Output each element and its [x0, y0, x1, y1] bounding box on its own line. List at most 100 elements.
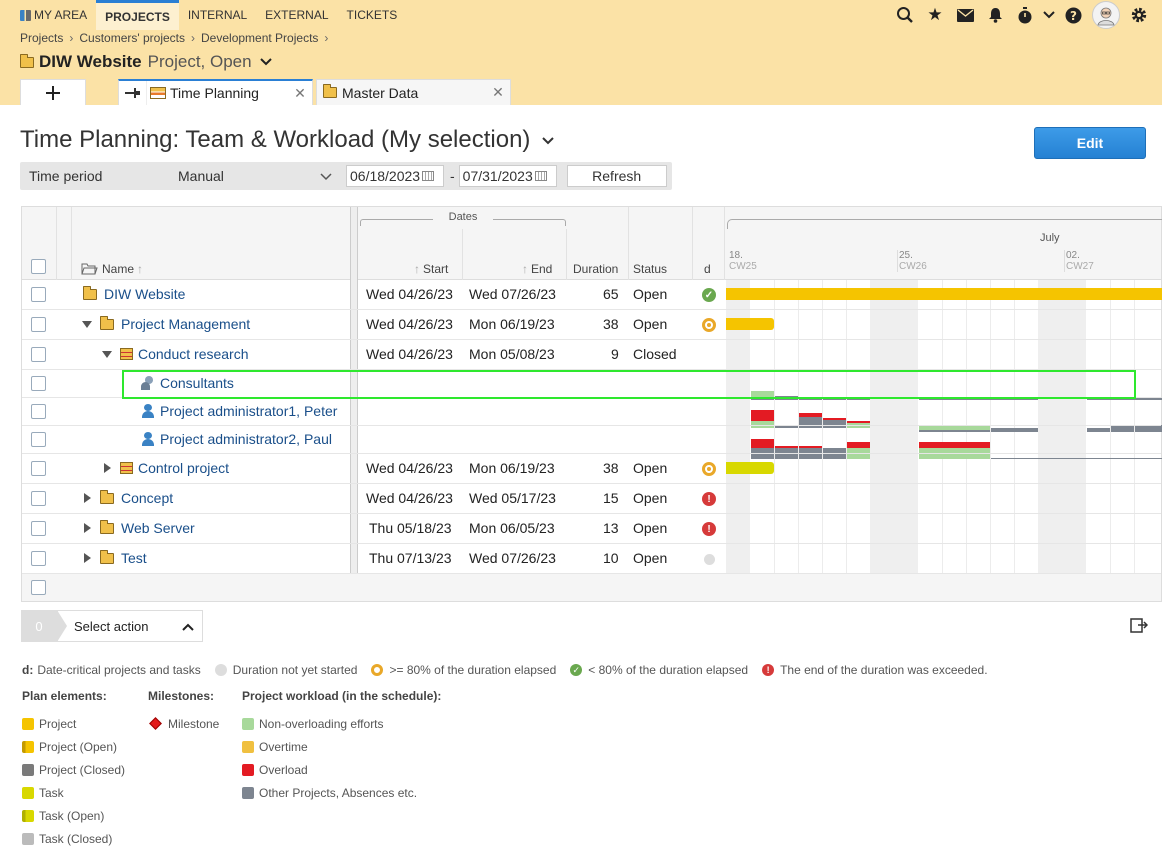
- table-row[interactable]: Concept Wed 04/26/23 Wed 05/17/23 15 Ope…: [22, 484, 1161, 514]
- close-icon[interactable]: ✕: [294, 84, 306, 101]
- folder-icon: [323, 84, 337, 98]
- footer-checkbox[interactable]: [31, 580, 46, 595]
- row-name-link[interactable]: Web Server: [121, 520, 195, 536]
- time-period-select[interactable]: Manual: [170, 164, 340, 188]
- row-checkbox[interactable]: [31, 551, 46, 566]
- row-checkbox[interactable]: [31, 491, 46, 506]
- user-avatar[interactable]: [1092, 1, 1120, 29]
- project-name: DIW Website: [39, 52, 142, 71]
- table-row[interactable]: DIW Website Wed 04/26/23 Wed 07/26/23 65…: [22, 280, 1161, 310]
- row-name-link[interactable]: Test: [121, 550, 147, 566]
- close-icon[interactable]: ✕: [492, 84, 504, 100]
- row-name-link[interactable]: DIW Website: [104, 286, 186, 302]
- pin-icon[interactable]: [119, 81, 147, 105]
- row-checkbox[interactable]: [31, 404, 46, 419]
- row-checkbox[interactable]: [31, 521, 46, 536]
- sort-arrow-icon: ↑: [414, 262, 420, 276]
- tab-time-planning[interactable]: Time Planning ✕: [118, 79, 313, 105]
- nav-internal[interactable]: INTERNAL: [187, 8, 248, 22]
- gear-icon[interactable]: [1124, 0, 1154, 30]
- expand-arrow-icon[interactable]: [84, 493, 91, 503]
- end-column-header[interactable]: ↑ End: [522, 262, 553, 276]
- status-not-started-icon: [704, 554, 715, 565]
- breadcrumb-projects[interactable]: Projects: [20, 31, 64, 45]
- page-title[interactable]: Time Planning: Team & Workload (My selec…: [20, 126, 555, 154]
- calendar-icon[interactable]: [534, 171, 547, 181]
- star-icon[interactable]: ★: [927, 5, 943, 24]
- calendar-icon[interactable]: [422, 171, 435, 181]
- row-name-link[interactable]: Project administrator2, Paul: [160, 431, 332, 447]
- row-name-link[interactable]: Concept: [121, 490, 174, 506]
- time-planning-grid: Name ↑ Dates ↑ Start ↑ End Duration Status …: [21, 206, 1162, 602]
- select-action-dropdown[interactable]: Select action: [57, 610, 203, 642]
- expand-arrow-icon[interactable]: [84, 553, 91, 563]
- chevron-down-icon[interactable]: [542, 132, 555, 148]
- row-name-link[interactable]: Control project: [138, 460, 230, 476]
- person-icon: [141, 432, 155, 446]
- table-row[interactable]: Project administrator2, Paul: [22, 426, 1161, 454]
- duration-column-header[interactable]: Duration: [573, 262, 619, 276]
- breadcrumb-development-projects[interactable]: Development Projects: [201, 31, 319, 45]
- end-date-input[interactable]: 07/31/2023: [458, 165, 557, 187]
- task-icon: [120, 462, 133, 474]
- edit-button[interactable]: Edit: [1034, 127, 1146, 159]
- row-name-link[interactable]: Consultants: [160, 375, 234, 391]
- help-icon[interactable]: ?: [1058, 0, 1088, 30]
- gantt-bar-control-project[interactable]: [726, 462, 774, 474]
- project-title[interactable]: DIW Website Project, Open: [20, 52, 272, 72]
- tab-master-data[interactable]: Master Data ✕: [316, 79, 511, 105]
- chevron-down-icon[interactable]: [259, 55, 272, 69]
- row-checkbox[interactable]: [31, 376, 46, 391]
- row-name-link[interactable]: Conduct research: [138, 346, 249, 362]
- table-row[interactable]: Consultants: [22, 370, 1161, 398]
- nav-external[interactable]: EXTERNAL: [265, 8, 329, 22]
- chevron-down-icon[interactable]: [1040, 0, 1058, 30]
- table-row[interactable]: Conduct research Wed 04/26/23 Mon 05/08/…: [22, 340, 1161, 370]
- grid-header: Name ↑ Dates ↑ Start ↑ End Duration Status …: [22, 207, 1162, 280]
- header-tools: ★ ?: [890, 0, 1154, 30]
- status-column-header[interactable]: Status: [633, 262, 668, 276]
- bell-icon[interactable]: [980, 0, 1010, 30]
- folder-icon: [83, 285, 97, 300]
- table-row[interactable]: Control project Wed 04/26/23 Mon 06/19/2…: [22, 454, 1161, 484]
- gantt-icon: [150, 87, 166, 99]
- gantt-bar-diw-website[interactable]: [726, 288, 1162, 300]
- table-row[interactable]: Project administrator1, Peter: [22, 398, 1161, 426]
- row-checkbox[interactable]: [31, 432, 46, 447]
- export-icon[interactable]: [1130, 616, 1149, 634]
- sort-arrow-icon: ↑: [522, 262, 528, 276]
- nav-my-area[interactable]: MY AREA: [20, 0, 96, 30]
- breadcrumb-customers-projects[interactable]: Customers' projects: [79, 31, 186, 45]
- row-checkbox[interactable]: [31, 287, 46, 302]
- top-navigation: MY AREA PROJECTS INTERNAL EXTERNAL TICKE…: [20, 0, 406, 30]
- mail-icon[interactable]: [950, 0, 980, 30]
- d-column-header[interactable]: d: [704, 262, 711, 276]
- folder-open-icon: [81, 263, 98, 275]
- search-icon[interactable]: [890, 0, 920, 30]
- table-row[interactable]: Test Thu 07/13/23 Wed 07/26/23 10 Open: [22, 544, 1161, 574]
- row-checkbox[interactable]: [31, 317, 46, 332]
- refresh-button[interactable]: Refresh: [566, 165, 667, 187]
- nav-tickets[interactable]: TICKETS: [346, 8, 398, 22]
- name-column-header[interactable]: Name ↑: [81, 262, 143, 276]
- expand-arrow-icon[interactable]: [104, 463, 111, 473]
- pane-splitter[interactable]: [350, 207, 358, 601]
- collapse-arrow-icon[interactable]: [102, 350, 112, 358]
- table-row[interactable]: Project Management Wed 04/26/23 Mon 06/1…: [22, 310, 1161, 340]
- folder-icon: [100, 519, 114, 534]
- row-name-link[interactable]: Project Management: [121, 316, 251, 332]
- row-checkbox[interactable]: [31, 461, 46, 476]
- row-name-link[interactable]: Project administrator1, Peter: [160, 403, 338, 419]
- stopwatch-icon[interactable]: [1010, 0, 1040, 30]
- table-row[interactable]: Web Server Thu 05/18/23 Mon 06/05/23 13 …: [22, 514, 1161, 544]
- legend-milestones: Milestones: Milestone: [148, 689, 220, 731]
- collapse-arrow-icon[interactable]: [82, 320, 92, 328]
- add-tab-button[interactable]: [20, 79, 86, 105]
- row-checkbox[interactable]: [31, 347, 46, 362]
- select-all-checkbox[interactable]: [31, 259, 46, 274]
- nav-projects[interactable]: PROJECTS: [96, 0, 179, 30]
- start-date-input[interactable]: 06/18/2023: [346, 165, 444, 187]
- expand-arrow-icon[interactable]: [84, 523, 91, 533]
- gantt-bar-project-management[interactable]: [726, 318, 774, 330]
- start-column-header[interactable]: ↑ Start: [414, 262, 449, 276]
